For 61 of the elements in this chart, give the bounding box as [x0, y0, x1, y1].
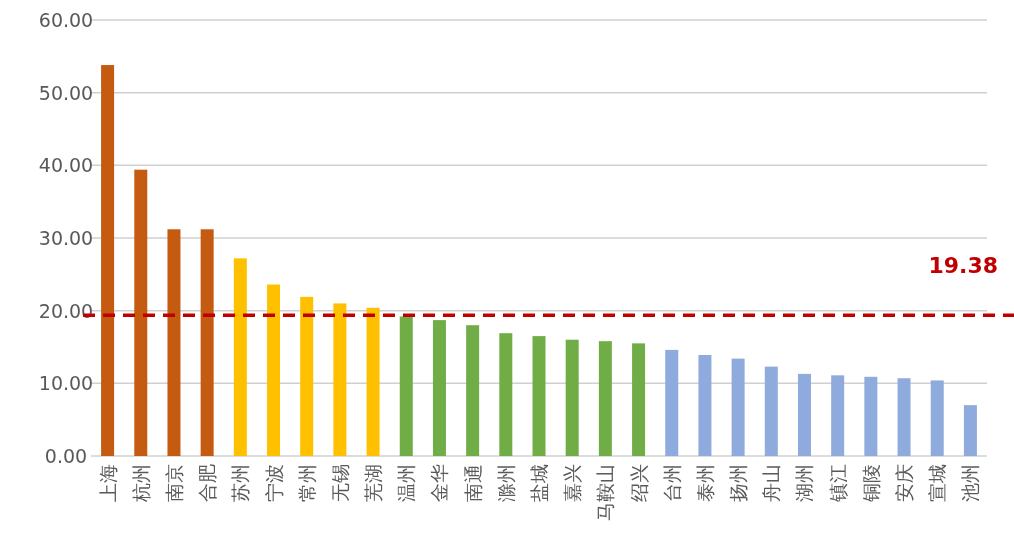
- bar: [632, 343, 646, 456]
- x-tick-label: 绍兴: [627, 464, 650, 502]
- bar: [233, 258, 247, 456]
- x-tick-label: 泰州: [693, 464, 716, 502]
- x-tick-label: 无锡: [328, 464, 351, 502]
- bar: [831, 375, 845, 456]
- x-tick-label: 芜湖: [362, 464, 385, 502]
- x-tick-label: 镇江: [826, 464, 849, 503]
- x-tick-label: 上海: [96, 464, 119, 502]
- bar: [101, 65, 115, 456]
- bar: [731, 358, 745, 456]
- bar: [897, 378, 911, 456]
- y-tick-label: 0.00: [44, 445, 88, 467]
- x-tick-label: 湖州: [793, 464, 816, 502]
- bar: [366, 307, 380, 456]
- bar: [864, 376, 878, 456]
- x-tick-label: 安庆: [893, 464, 916, 502]
- bar: [399, 316, 413, 456]
- bar: [665, 349, 679, 456]
- x-tick-label: 杭州: [129, 464, 152, 503]
- y-tick-label: 40.00: [38, 154, 94, 177]
- bar: [200, 229, 214, 456]
- x-tick-label: 常州: [295, 464, 318, 502]
- x-tick-label: 池州: [959, 464, 982, 502]
- x-tick-label: 合肥: [196, 464, 219, 502]
- bar: [532, 336, 546, 456]
- bar: [167, 229, 181, 456]
- bar: [698, 354, 712, 456]
- bar: [499, 333, 513, 456]
- y-tick-label: 10.00: [38, 372, 94, 395]
- x-tick-label: 马鞍山: [594, 464, 617, 521]
- x-tick-label: 宣城: [926, 464, 949, 502]
- x-tick-label: 嘉兴: [561, 464, 584, 502]
- x-tick-label: 南通: [461, 464, 484, 502]
- y-tick-label: 60.00: [38, 9, 94, 31]
- bar: [764, 366, 778, 456]
- bar: [797, 373, 811, 456]
- bar: [134, 169, 148, 456]
- bar: [267, 284, 281, 456]
- bar: [963, 405, 977, 456]
- bar: [432, 320, 446, 456]
- bar: [466, 325, 480, 456]
- x-tick-label: 台州: [660, 464, 683, 502]
- y-tick-label: 50.00: [38, 81, 94, 104]
- ref-line-label: 19.38: [928, 253, 998, 279]
- x-tick-label: 宁波: [262, 464, 285, 502]
- x-tick-label: 苏州: [229, 464, 252, 502]
- x-tick-label: 南京: [162, 464, 185, 502]
- bar: [565, 339, 579, 456]
- x-tick-label: 铜陵: [859, 464, 882, 503]
- x-tick-label: 舟山: [760, 464, 783, 502]
- bar: [333, 303, 347, 456]
- bar: [930, 380, 944, 456]
- x-tick-label: 温州: [395, 464, 418, 502]
- x-tick-label: 滁州: [494, 464, 517, 502]
- bar: [598, 341, 612, 456]
- x-tick-label: 扬州: [727, 464, 750, 502]
- bar: [300, 296, 314, 456]
- y-tick-label: 30.00: [38, 227, 94, 249]
- x-tick-label: 盐城: [528, 464, 550, 502]
- x-tick-label: 金华: [428, 464, 451, 502]
